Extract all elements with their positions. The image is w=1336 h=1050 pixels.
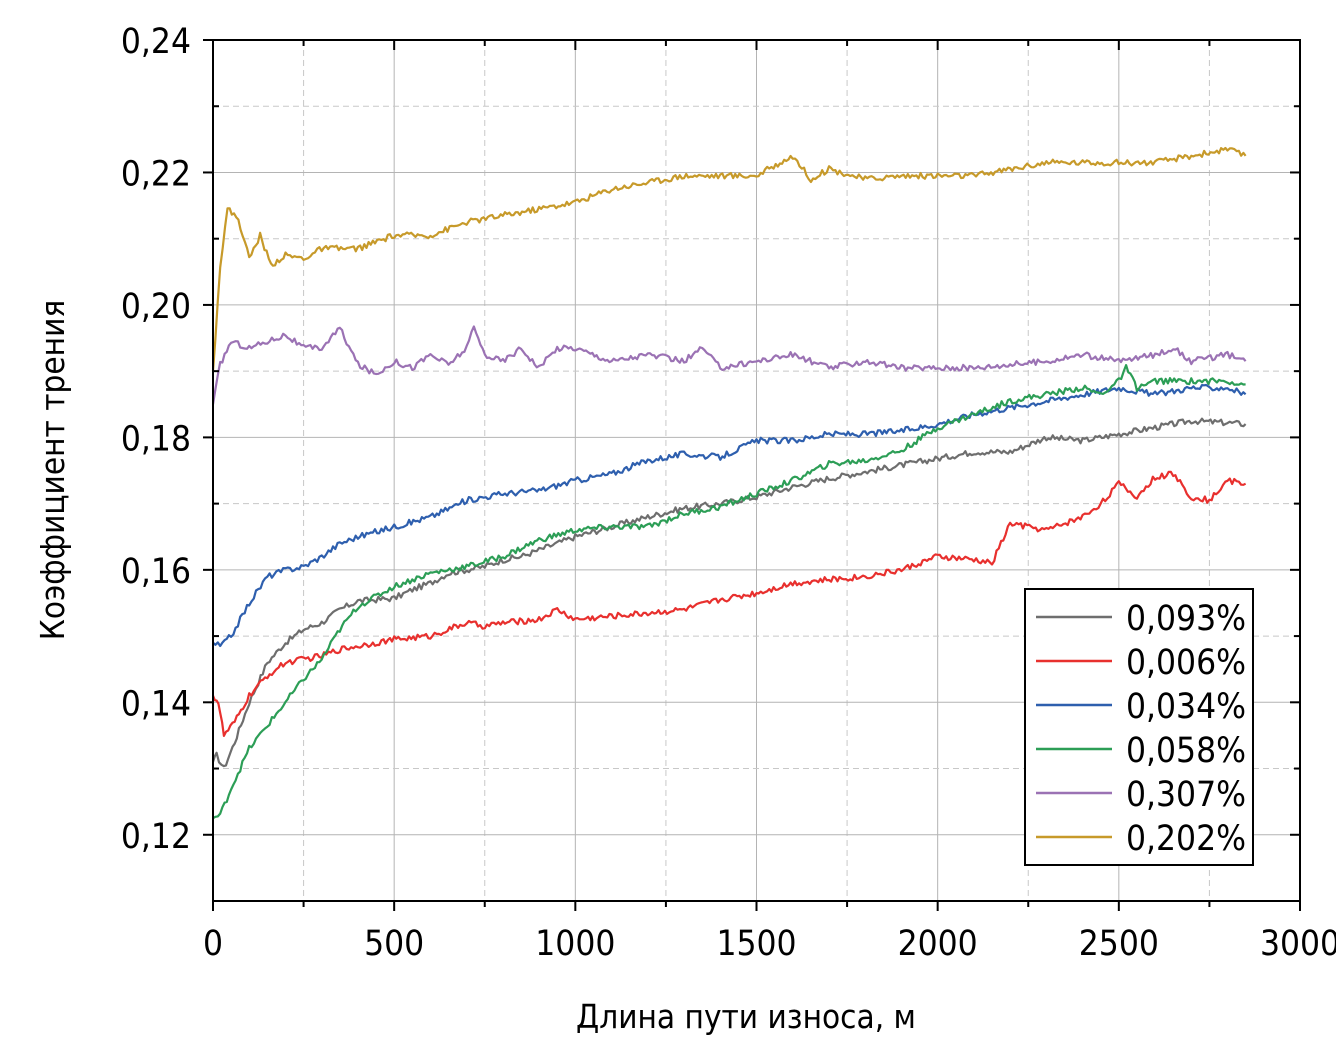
series-layer: [211, 146, 1247, 820]
x-tick-label: 2500: [1079, 924, 1159, 964]
label-layer: 0 500 1000 1500 2000 2500 3000 0,12 0,14 0,16 0,18…: [121, 22, 1336, 964]
series-line: [211, 470, 1247, 737]
series-line: [211, 325, 1247, 405]
legend-label: 0,202%: [1126, 819, 1246, 859]
legend-items: 0,093%0,006%0,034%0,058%0,307%0,202%: [1036, 599, 1246, 859]
legend-label: 0,058%: [1126, 731, 1246, 771]
series-line: [211, 146, 1247, 372]
y-axis-title: Коэффициент трения: [33, 300, 72, 640]
x-tick-label: 500: [364, 924, 424, 964]
y-tick-label: 0,18: [121, 419, 191, 459]
y-tick-label: 0,20: [121, 287, 191, 327]
y-tick-label: 0,14: [121, 684, 191, 724]
y-tick-label: 0,16: [121, 552, 191, 592]
series-line: [212, 383, 1247, 648]
x-tick-label: 2000: [898, 924, 978, 964]
x-tick-label: 0: [203, 924, 223, 964]
legend-box: [1024, 588, 1254, 866]
series-line: [211, 417, 1247, 768]
x-tick-label: 3000: [1260, 924, 1336, 964]
x-tick-label: 1000: [535, 924, 615, 964]
x-tick-label: 1500: [716, 924, 796, 964]
x-axis-title: Длина пути износа, м: [576, 997, 916, 1036]
y-tick-label: 0,12: [121, 817, 191, 857]
legend-label: 0,034%: [1126, 687, 1246, 727]
y-tick-label: 0,24: [121, 22, 191, 62]
y-tick-label: 0,22: [121, 154, 191, 194]
legend-label: 0,093%: [1126, 599, 1246, 639]
legend-label: 0,006%: [1126, 643, 1246, 683]
legend: 0,093%0,006%0,034%0,058%0,307%0,202%: [1024, 588, 1254, 866]
tick-layer: [203, 39, 1301, 911]
series-line: [212, 364, 1246, 820]
legend-label: 0,307%: [1126, 775, 1246, 815]
